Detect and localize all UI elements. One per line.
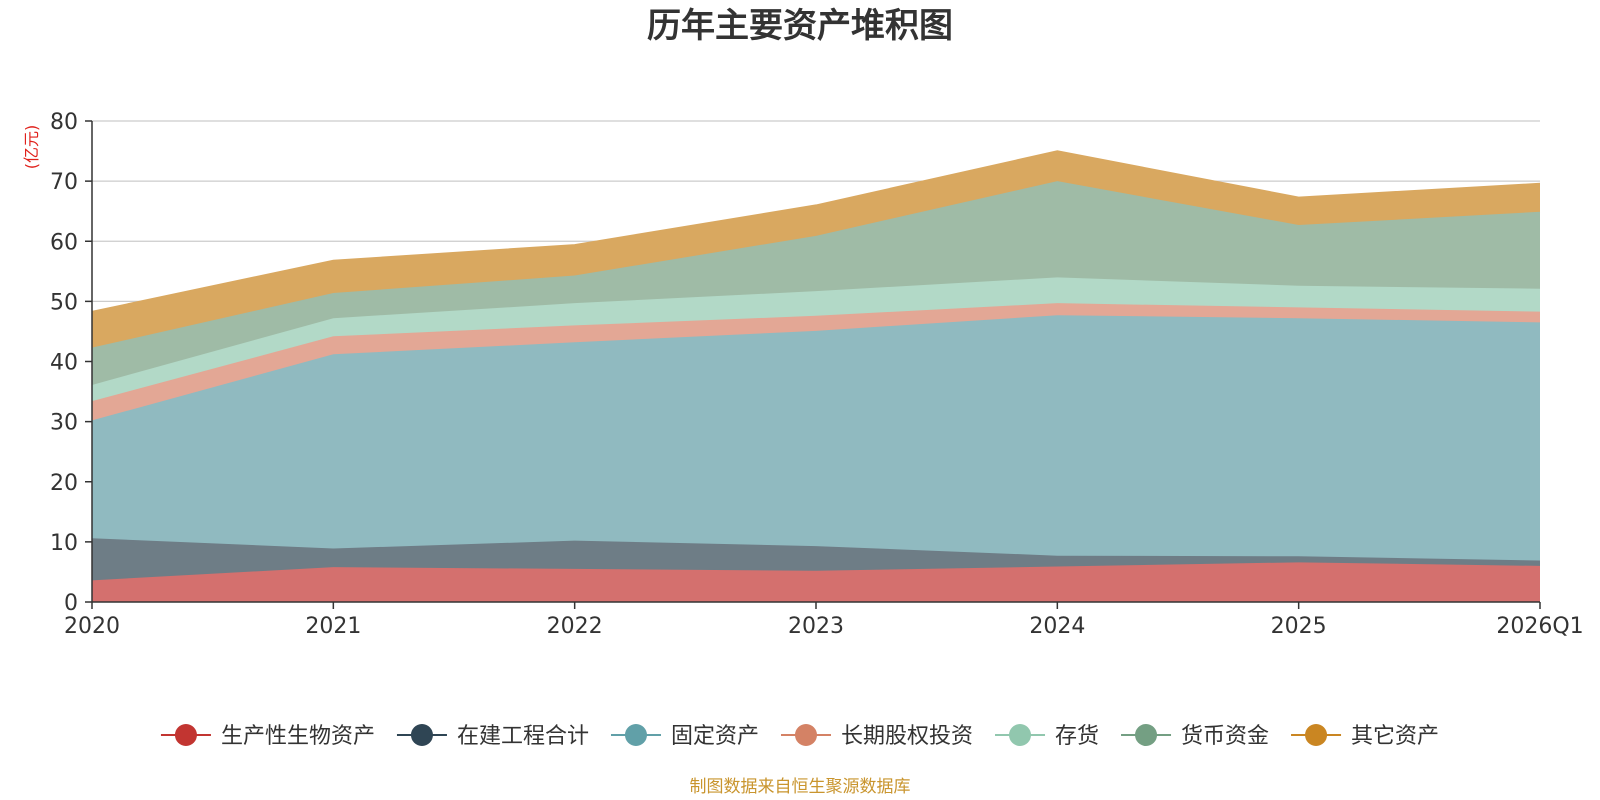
legend-item-6[interactable]: 货币资金 xyxy=(1121,724,1269,749)
area-series-7 xyxy=(92,151,1540,348)
y-tick-label: 30 xyxy=(50,411,78,436)
area-series-7-line xyxy=(91,150,1541,313)
area-series-1 xyxy=(92,562,1540,602)
area-series-3 xyxy=(92,315,1540,561)
legend-label: 固定资产 xyxy=(671,724,759,749)
legend-circle-icon xyxy=(794,724,817,746)
area-series-4 xyxy=(92,303,1540,421)
legend-circle-icon xyxy=(174,724,197,746)
axes: 0 10 20 30 40 50 60 70 80 2020 2021 2022 2023 2024 202… xyxy=(50,110,1584,639)
data-source-label: 制图数据来自恒生聚源数据库 xyxy=(690,777,911,797)
legend-item-1[interactable]: 生产性生物资产 xyxy=(160,724,375,749)
legend-label: 在建工程合计 xyxy=(457,724,589,749)
legend-label: 生产性生物资产 xyxy=(221,724,375,749)
y-tick-label: 20 xyxy=(50,471,78,496)
legend-item-2[interactable]: 在建工程合计 xyxy=(396,724,589,749)
legend-label: 货币资金 xyxy=(1181,724,1269,749)
legend-circle-icon xyxy=(1305,724,1328,746)
x-tick-label: 2023 xyxy=(788,614,844,639)
y-tick-label: 80 xyxy=(50,110,78,135)
legend: 生产性生物资产 在建工程合计 固定资产 长期股权投资 存货 货币资金 其它资产 xyxy=(160,724,1439,749)
legend-circle-icon xyxy=(624,724,647,746)
area-series-group xyxy=(91,150,1541,602)
x-tick-label: 2022 xyxy=(547,614,603,639)
legend-label: 其它资产 xyxy=(1351,724,1439,749)
y-tick-label: 60 xyxy=(50,230,78,255)
y-tick-label: 50 xyxy=(50,290,78,315)
x-tick-label: 2025 xyxy=(1271,614,1327,639)
area-series-2 xyxy=(92,538,1540,581)
y-tick-label: 70 xyxy=(50,170,78,195)
x-tick-label: 2026Q1 xyxy=(1496,614,1583,639)
legend-item-7[interactable]: 其它资产 xyxy=(1291,724,1439,749)
legend-circle-icon xyxy=(1009,724,1032,746)
y-axis-unit-label: (亿元) xyxy=(22,125,41,170)
chart-title: 历年主要资产堆积图 xyxy=(647,6,953,46)
area-series-6 xyxy=(92,181,1540,385)
legend-item-4[interactable]: 长期股权投资 xyxy=(780,724,973,749)
legend-circle-icon xyxy=(1135,724,1158,746)
y-tick-label: 40 xyxy=(50,351,78,376)
y-tick-label: 0 xyxy=(64,591,78,616)
x-tick-label: 2021 xyxy=(305,614,361,639)
x-tick-label: 2024 xyxy=(1029,614,1085,639)
legend-label: 长期股权投资 xyxy=(841,724,973,749)
y-tick-label: 10 xyxy=(50,531,78,556)
legend-label: 存货 xyxy=(1055,724,1099,749)
x-tick-label: 2020 xyxy=(64,614,120,639)
legend-item-3[interactable]: 固定资产 xyxy=(610,724,759,749)
legend-item-5[interactable]: 存货 xyxy=(995,724,1099,749)
area-series-5 xyxy=(92,277,1540,402)
legend-circle-icon xyxy=(410,724,433,746)
